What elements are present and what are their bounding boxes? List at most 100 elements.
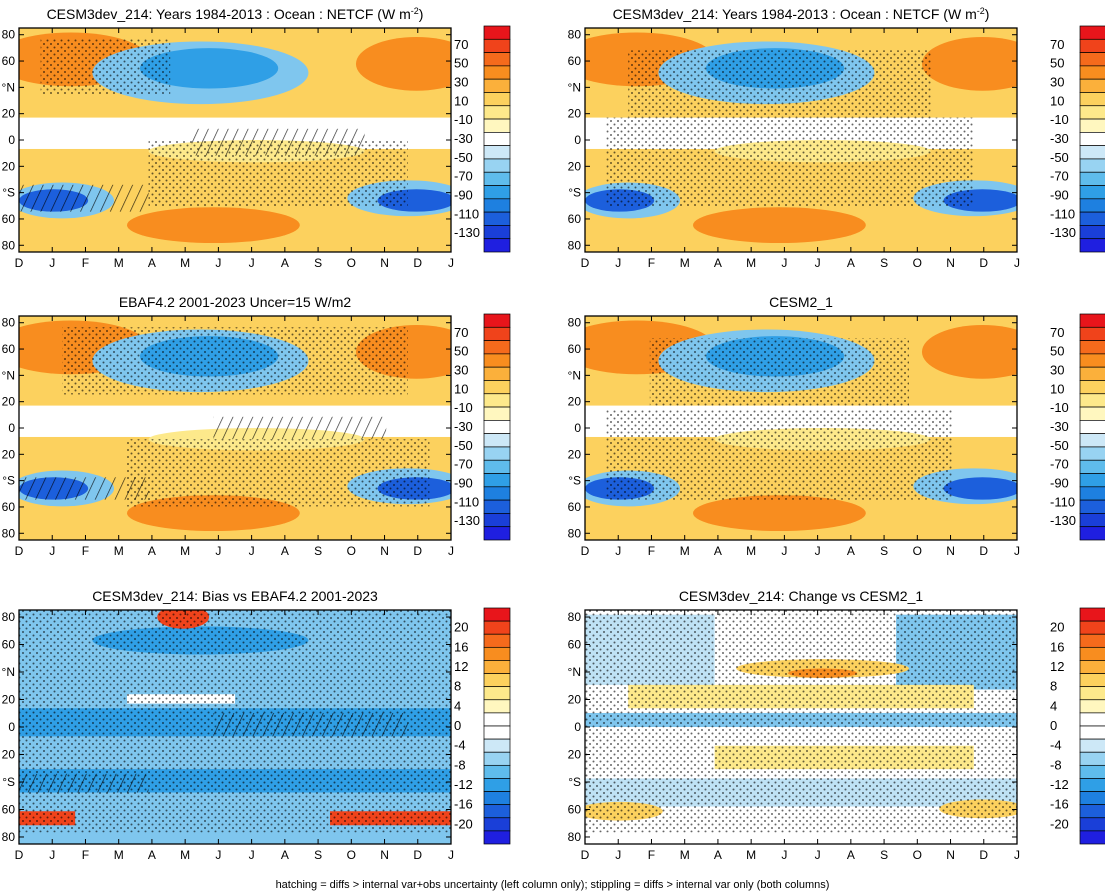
colorbar-label: 20 (454, 620, 468, 635)
colorbar-label: 70 (454, 37, 468, 52)
y-tick-label: 0 (574, 421, 581, 435)
colorbar-label: -110 (454, 206, 479, 221)
y-tick-label: 20 (568, 159, 582, 173)
colorbar-label: 50 (1050, 56, 1064, 71)
chart-panel-6: CESM3dev_214: Change vs CESM2_1 D J F M A M J J A… (568, 588, 1105, 862)
x-tick-label: M (114, 256, 124, 270)
colorbar-label: 0 (1050, 718, 1057, 733)
colorbar-swatch (483, 660, 511, 674)
x-tick-label: N (946, 544, 955, 558)
colorbar-swatch (483, 406, 511, 421)
x-tick-label: J (49, 848, 55, 862)
colorbar-swatch (1079, 804, 1105, 819)
colorbar: 70 50 30 10 -10 -30 -50 -70 -90 -110 -130 (1050, 25, 1105, 253)
colorbar-swatch (483, 118, 511, 133)
x-tick-label: A (714, 256, 722, 270)
colorbar-swatch (1079, 65, 1105, 80)
x-tick-label: M (746, 544, 756, 558)
x-tick-label: D (581, 544, 590, 558)
colorbar-label: -12 (454, 777, 473, 792)
x-tick-label: F (82, 256, 89, 270)
colorbar-swatch (483, 459, 511, 474)
contour-field (19, 610, 451, 844)
y-tick-label: °S (2, 186, 15, 200)
y-tick-label: °N (568, 80, 581, 94)
x-tick-label: A (847, 256, 855, 270)
colorbar-swatch (483, 620, 511, 635)
colorbar-swatch (1079, 340, 1105, 355)
y-tick-label: 80 (568, 238, 582, 252)
colorbar-swatch (1079, 211, 1105, 226)
y-tick-label: °N (2, 80, 15, 94)
colorbar-label: 4 (454, 698, 461, 713)
colorbar-swatch (483, 830, 511, 845)
colorbar: 70 50 30 10 -10 -30 -50 -70 -90 -110 -130 (1050, 313, 1105, 541)
x-tick-label: D (979, 256, 988, 270)
colorbar-swatch (1079, 712, 1105, 727)
colorbar-label: 70 (1050, 37, 1064, 52)
x-tick-label: A (714, 544, 722, 558)
colorbar-label: -16 (454, 797, 473, 812)
colorbar-swatch (1079, 699, 1105, 714)
colorbar-label: 50 (1050, 344, 1064, 359)
colorbar-label: -90 (454, 476, 473, 491)
colorbar-swatch (483, 607, 511, 622)
colorbar-swatch (1079, 105, 1105, 120)
panel-title: CESM3dev_214: Change vs CESM2_1 (679, 588, 924, 604)
colorbar-swatch (483, 486, 511, 501)
colorbar-swatch (1079, 830, 1105, 845)
y-tick-label: 20 (2, 747, 16, 761)
colorbar-swatch (483, 526, 511, 541)
x-tick-label: J (1014, 848, 1020, 862)
stippling-overlay (148, 140, 408, 208)
colorbar-swatch (1079, 132, 1105, 146)
colorbar-label: 10 (1050, 381, 1064, 396)
x-tick-label: F (82, 544, 89, 558)
x-tick-label: S (314, 544, 322, 558)
contour-region (943, 477, 1017, 500)
colorbar-label: 70 (454, 325, 468, 340)
colorbar-label: -70 (454, 457, 473, 472)
colorbar-swatch (483, 446, 511, 461)
x-tick-label: A (148, 848, 156, 862)
x-tick-label: J (815, 256, 821, 270)
colorbar-label: -30 (1050, 131, 1069, 146)
colorbar-swatch (1079, 313, 1105, 328)
contour-region (693, 207, 866, 244)
colorbar-label: 16 (454, 639, 468, 654)
colorbar-swatch (483, 65, 511, 80)
colorbar-label: -20 (454, 816, 473, 831)
y-tick-label: 80 (2, 526, 16, 540)
y-tick-label: °S (568, 186, 581, 200)
colorbar-swatch (483, 791, 511, 806)
y-tick-label: 80 (2, 238, 16, 252)
x-tick-label: M (680, 256, 690, 270)
y-tick-label: 20 (568, 447, 582, 461)
x-tick-label: M (680, 848, 690, 862)
colorbar-swatch (1079, 513, 1105, 528)
colorbar-label: 8 (1050, 679, 1057, 694)
colorbar-label: 50 (454, 56, 468, 71)
colorbar-swatch (483, 725, 511, 740)
colorbar-label: -70 (454, 169, 473, 184)
colorbar-swatch (483, 105, 511, 120)
colorbar-swatch (1079, 326, 1105, 341)
contour-region (921, 324, 1017, 379)
colorbar-label: -8 (1050, 757, 1062, 772)
colorbar-swatch (483, 751, 511, 766)
y-tick-label: °S (2, 775, 15, 789)
colorbar-swatch (483, 778, 511, 792)
colorbar-swatch (483, 420, 511, 434)
x-tick-label: J (215, 544, 221, 558)
stippling-overlay (585, 610, 1017, 833)
x-tick-label: J (615, 544, 621, 558)
colorbar-swatch (483, 198, 511, 213)
colorbar-label: -30 (454, 419, 473, 434)
x-tick-label: O (913, 256, 922, 270)
x-tick-label: A (281, 848, 289, 862)
x-tick-label: D (15, 544, 24, 558)
y-tick-label: 60 (2, 638, 16, 652)
y-tick-label: 20 (568, 693, 582, 707)
colorbar-label: -130 (1050, 225, 1076, 240)
colorbar-label: 30 (1050, 75, 1064, 90)
